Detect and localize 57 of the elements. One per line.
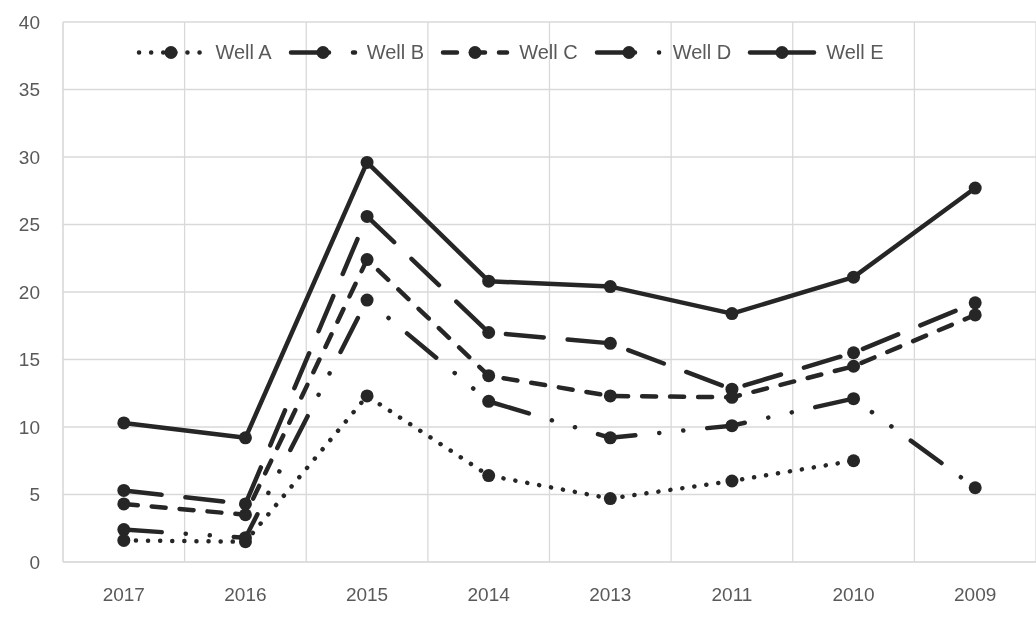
- point: [117, 483, 131, 497]
- point: [968, 181, 982, 195]
- point: [725, 474, 739, 488]
- point: [117, 533, 131, 547]
- point: [968, 296, 982, 310]
- point: [482, 469, 496, 483]
- point: [603, 389, 617, 403]
- x-tick-label: 2011: [711, 584, 753, 606]
- point: [847, 392, 861, 406]
- point: [603, 431, 617, 445]
- x-tick-label: 2015: [345, 584, 389, 606]
- legend-label: Well A: [215, 40, 272, 64]
- y-tick-label: 5: [29, 484, 40, 506]
- point: [238, 508, 252, 522]
- point: [725, 419, 739, 433]
- legend-label: Well C: [519, 40, 578, 64]
- point: [968, 481, 982, 495]
- x-tick-label: 2016: [224, 584, 267, 606]
- x-tick-label: 2017: [102, 584, 145, 606]
- point: [238, 497, 252, 511]
- point: [603, 336, 617, 350]
- point: [847, 359, 861, 373]
- legend-label: Well E: [826, 40, 884, 64]
- y-tick-label: 20: [18, 281, 40, 303]
- point: [360, 209, 374, 223]
- point: [725, 307, 739, 321]
- point: [360, 293, 374, 307]
- point: [117, 416, 131, 430]
- point: [117, 523, 131, 537]
- point: [603, 280, 617, 294]
- point: [360, 155, 374, 169]
- point: [360, 389, 374, 403]
- point: [603, 492, 617, 506]
- point: [847, 454, 861, 468]
- y-tick-label: 30: [18, 146, 40, 168]
- legend-label: Well B: [366, 40, 425, 64]
- point: [482, 274, 496, 288]
- point: [847, 346, 861, 360]
- y-tick-label: 25: [18, 214, 40, 236]
- point: [117, 497, 131, 511]
- x-tick-label: 2010: [832, 584, 875, 606]
- y-tick-label: 15: [18, 349, 40, 371]
- y-tick-label: 0: [29, 551, 40, 573]
- legend-label: Well D: [672, 40, 732, 64]
- x-tick-label: 2013: [589, 584, 632, 606]
- point: [238, 431, 252, 445]
- point: [847, 270, 861, 284]
- x-tick-label: 2009: [954, 584, 997, 606]
- x-tick-label: 2014: [467, 584, 511, 606]
- point: [482, 326, 496, 339]
- y-tick-label: 10: [18, 416, 40, 438]
- point: [482, 369, 496, 383]
- y-tick-label: 40: [18, 11, 40, 33]
- y-tick-label: 35: [18, 79, 40, 101]
- point: [968, 308, 982, 322]
- point: [360, 253, 374, 267]
- point: [482, 394, 496, 408]
